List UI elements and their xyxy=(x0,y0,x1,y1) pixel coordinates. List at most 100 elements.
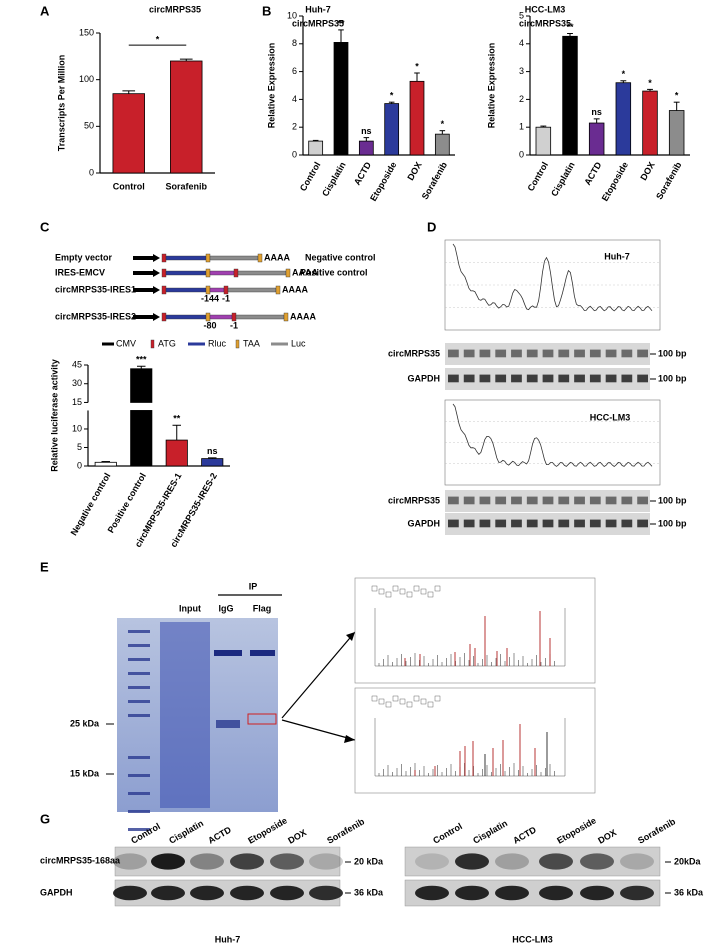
significance-label: ns xyxy=(361,126,372,136)
bar xyxy=(562,35,578,156)
bar xyxy=(358,140,374,156)
gel-band xyxy=(574,496,585,505)
bar xyxy=(201,458,224,467)
ladder-band xyxy=(128,672,150,675)
y-tick-label: 0 xyxy=(77,460,82,470)
bar xyxy=(130,368,153,403)
cell-label: Huh-7 xyxy=(604,251,630,261)
chart-title: circMRPS35 xyxy=(149,4,201,14)
sequence-glyph xyxy=(392,585,399,592)
position-label: -1 xyxy=(222,293,230,303)
gel-band xyxy=(463,519,475,528)
lane-label: Control xyxy=(129,821,162,846)
blot-band xyxy=(495,853,529,870)
ladder-band xyxy=(128,792,150,795)
gel-band xyxy=(605,374,617,383)
significance-label: * xyxy=(622,69,626,79)
atg xyxy=(161,253,167,263)
gel-band xyxy=(511,496,522,505)
target-box xyxy=(247,713,277,725)
lane-label: IgG xyxy=(219,603,234,613)
sequence-glyph xyxy=(434,695,441,702)
gel-band xyxy=(558,496,570,505)
size-label: 100 bp xyxy=(658,373,687,383)
poly-a: AAAA xyxy=(292,267,318,277)
bar xyxy=(535,126,552,156)
x-tick-label: Etoposide xyxy=(368,160,398,203)
sequence-glyph xyxy=(434,585,441,592)
taa xyxy=(283,312,289,322)
gel-band xyxy=(621,349,633,358)
blot-band xyxy=(620,885,654,901)
x-tick-label: Sorafenib xyxy=(420,160,450,201)
blot-band xyxy=(151,853,185,870)
gel-band xyxy=(448,519,459,528)
construct-name: circMRPS35-IRES1 xyxy=(55,284,136,294)
bar xyxy=(384,103,400,156)
ladder-band xyxy=(128,714,150,717)
gel-band xyxy=(589,374,601,383)
heavy-chain xyxy=(214,650,242,656)
gel-band xyxy=(463,349,475,358)
bar xyxy=(588,122,605,156)
gel-band xyxy=(463,496,475,505)
blot-row xyxy=(114,879,341,907)
y-tick-label: 45 xyxy=(72,359,82,369)
gel-band xyxy=(479,519,491,528)
y-tick-label: 2 xyxy=(519,94,524,104)
significance-label: * xyxy=(648,78,652,88)
marker-label: 25 kDa xyxy=(70,718,100,728)
ip-label: IP xyxy=(249,581,258,591)
gel-band xyxy=(574,519,585,528)
significance-label: * xyxy=(675,91,679,101)
y-tick-label: 0 xyxy=(519,149,524,159)
gel-band xyxy=(526,496,538,505)
bar xyxy=(642,90,658,156)
sequence-glyph xyxy=(413,585,420,592)
y-tick-label: 0 xyxy=(292,149,297,159)
y-tick-label: 1 xyxy=(519,122,524,132)
blot-band xyxy=(309,885,343,901)
blot-band xyxy=(230,885,264,901)
gel-band xyxy=(495,349,507,358)
cmv-arrow xyxy=(133,269,160,277)
gel-band xyxy=(495,374,507,383)
significance-label: * xyxy=(415,61,419,71)
luc xyxy=(237,270,287,276)
lane-label: Control xyxy=(431,821,464,846)
blot-band xyxy=(580,885,614,901)
gel-band xyxy=(558,349,570,358)
arrow xyxy=(281,719,356,741)
arrow xyxy=(281,631,356,719)
cell-label: Huh-7 xyxy=(215,934,241,944)
bar xyxy=(434,133,450,156)
panel-label: D xyxy=(427,219,436,234)
gel-band xyxy=(479,349,491,358)
blot-band xyxy=(539,853,573,870)
gel-band xyxy=(621,374,633,383)
blot-row-label: GAPDH xyxy=(40,887,73,897)
y-tick-label: 10 xyxy=(287,10,297,20)
blot-band xyxy=(270,853,304,870)
blot-band xyxy=(190,853,224,870)
lane-label: Etoposide xyxy=(555,815,598,845)
y-tick-label: 6 xyxy=(292,66,297,76)
gel-row-label: GAPDH xyxy=(407,373,440,383)
ladder-band xyxy=(128,756,150,759)
bar xyxy=(333,42,349,156)
gel-band xyxy=(558,374,570,383)
significance-label: *** xyxy=(136,355,147,365)
gel-band xyxy=(495,519,507,528)
x-tick-label: Control xyxy=(298,160,323,193)
gel-band xyxy=(526,519,538,528)
gel-band xyxy=(589,349,601,358)
marker-label: 20 kDa xyxy=(354,856,384,866)
y-tick-label: 4 xyxy=(292,94,297,104)
sequence-glyph xyxy=(371,695,378,702)
blot-row xyxy=(114,846,341,877)
chromatogram-frame xyxy=(444,399,661,486)
panel-label: G xyxy=(40,811,50,826)
gel-band xyxy=(574,374,585,383)
lane-label: Cisplatin xyxy=(167,818,205,846)
